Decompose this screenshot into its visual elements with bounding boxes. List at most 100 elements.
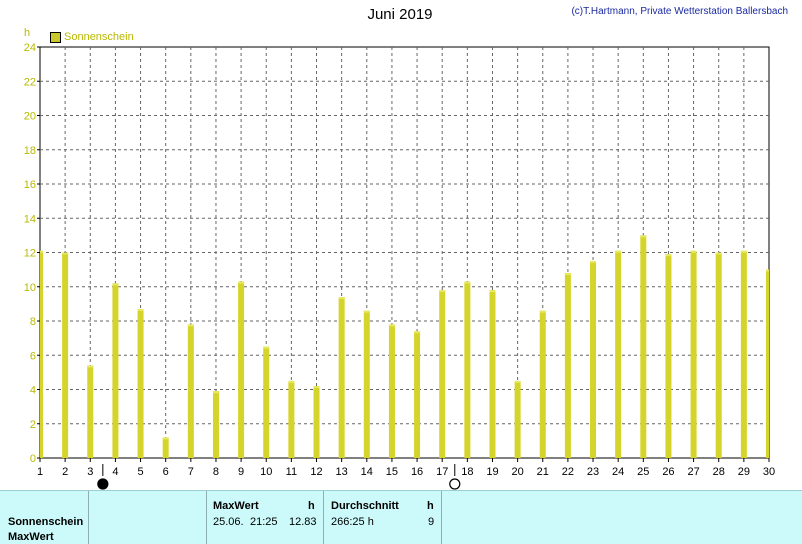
bar-day-8 (212, 391, 219, 458)
bar-day-22 (564, 273, 571, 458)
legend: Sonnenschein (50, 31, 134, 43)
bar-cap-day-10 (263, 346, 270, 349)
x-tick-label: 15 (386, 466, 398, 478)
y-tick-label: 22 (24, 76, 36, 88)
x-tick-label: 22 (562, 466, 574, 478)
bar-cap-day-21 (539, 310, 546, 313)
durchschnitt-header: Durchschnitt (331, 500, 399, 512)
x-tick-label: 18 (461, 466, 473, 478)
y-tick-label: 24 (24, 42, 36, 54)
bar-cap-day-5 (137, 309, 144, 312)
x-tick-label: 8 (213, 466, 219, 478)
bar-cap-day-7 (187, 324, 194, 327)
column-divider (88, 491, 89, 544)
x-tick-label: 7 (188, 466, 194, 478)
x-tick-label: 2 (62, 466, 68, 478)
x-tick-label: 28 (713, 466, 725, 478)
bar-cap-day-11 (288, 380, 295, 383)
x-tick-label: 3 (87, 466, 93, 478)
y-tick-label: 16 (24, 179, 36, 191)
bar-cap-day-6 (162, 437, 169, 440)
y-tick-label: 8 (30, 316, 36, 328)
full-moon-icon (449, 478, 461, 490)
bar-cap-day-3 (87, 365, 94, 368)
column-divider (323, 491, 324, 544)
bar-cap-day-15 (388, 324, 395, 327)
y-axis-unit: h (24, 27, 31, 39)
maxwert-time: 21:25 (250, 516, 278, 528)
bar-day-21 (539, 310, 546, 458)
bar-cap-day-9 (238, 281, 245, 284)
bar-cap-day-23 (590, 261, 597, 264)
durchschnitt-unit: h (427, 500, 434, 512)
x-tick-label: 19 (486, 466, 498, 478)
y-tick-label: 2 (30, 419, 36, 431)
bar-day-16 (414, 331, 421, 458)
x-tick-label: 30 (763, 466, 775, 478)
legend-label: Sonnenschein (64, 31, 134, 43)
bar-day-11 (288, 380, 295, 458)
y-tick-label: 18 (24, 145, 36, 157)
x-tick-label: 27 (687, 466, 699, 478)
bar-day-10 (263, 346, 270, 458)
bar-day-6 (162, 437, 169, 458)
bar-day-23 (590, 261, 597, 458)
y-tick-label: 6 (30, 350, 36, 362)
bar-day-7 (187, 324, 194, 458)
bar-cap-day-17 (439, 290, 446, 293)
bar-cap-day-29 (740, 250, 747, 253)
maxwert-header: MaxWert (213, 500, 259, 512)
bar-cap-day-27 (690, 250, 697, 253)
x-tick-label: 10 (260, 466, 272, 478)
y-tick-label: 0 (30, 453, 36, 465)
y-tick-label: 10 (24, 282, 36, 294)
bar-cap-day-28 (715, 252, 722, 255)
chart-title: Juni 2019 (367, 6, 433, 23)
x-tick-label: 23 (587, 466, 599, 478)
bar-day-19 (489, 290, 496, 458)
column-divider (441, 491, 442, 544)
row-label-maxwert: MaxWert (8, 531, 54, 543)
bar-cap-day-2 (62, 252, 69, 255)
bar-day-17 (439, 290, 446, 458)
bar-day-3 (87, 365, 94, 458)
bar-cap-day-8 (212, 391, 219, 394)
bar-day-15 (388, 324, 395, 458)
bar-cap-day-1 (40, 250, 43, 253)
x-tick-label: 25 (637, 466, 649, 478)
bar-cap-day-4 (112, 283, 119, 286)
bar-cap-day-20 (514, 380, 521, 383)
bar-cap-day-26 (665, 254, 672, 257)
bar-cap-day-30 (766, 269, 769, 272)
bar-day-1 (40, 250, 43, 458)
x-tick-label: 9 (238, 466, 244, 478)
x-tick-label: 16 (411, 466, 423, 478)
bar-day-13 (338, 297, 345, 458)
bar-cap-day-14 (363, 310, 370, 313)
bar-day-12 (313, 386, 320, 458)
bar-day-4 (112, 283, 119, 458)
maxwert-date: 25.06. (213, 516, 244, 528)
bar-cap-day-24 (615, 250, 622, 253)
summary-table: Sonnenschein MaxWert MaxWert h 25.06. 21… (0, 490, 802, 544)
x-tick-label: 29 (738, 466, 750, 478)
maxwert-unit: h (308, 500, 315, 512)
bar-day-2 (62, 252, 69, 458)
durchschnitt-value: 266:25 h (331, 516, 374, 528)
y-tick-label: 12 (24, 248, 36, 260)
x-tick-label: 6 (163, 466, 169, 478)
x-tick-label: 21 (537, 466, 549, 478)
row-label-sonnenschein: Sonnenschein (8, 516, 84, 528)
bar-cap-day-16 (414, 331, 421, 334)
x-tick-label: 13 (336, 466, 348, 478)
bar-day-14 (363, 310, 370, 458)
x-tick-label: 5 (137, 466, 143, 478)
bar-day-18 (464, 281, 471, 458)
durchschnitt-extra: 9 (428, 516, 435, 528)
new-moon-icon (97, 478, 109, 490)
x-tick-label: 14 (361, 466, 373, 478)
bar-cap-day-12 (313, 386, 320, 389)
bar-day-29 (740, 250, 747, 458)
bar-cap-day-25 (640, 235, 647, 238)
